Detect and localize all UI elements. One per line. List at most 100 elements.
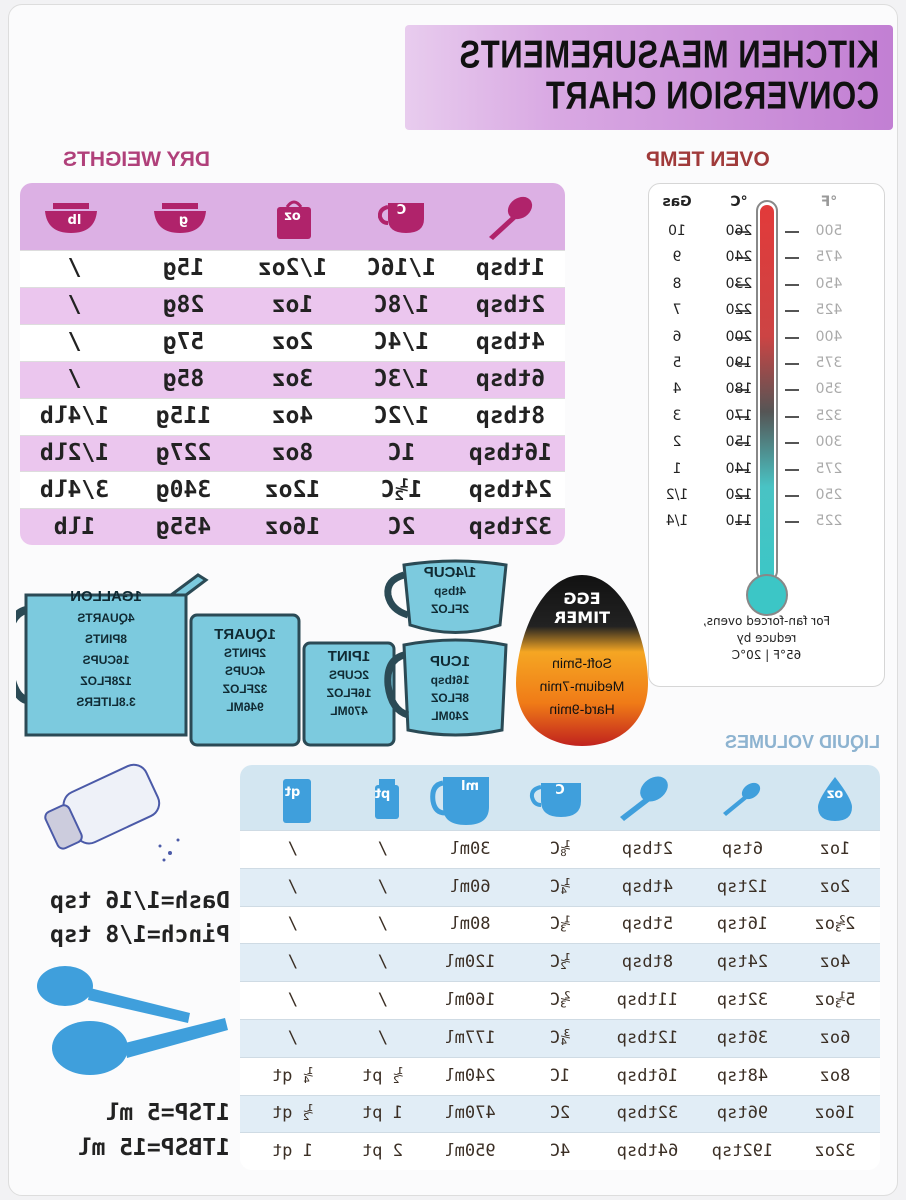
measure-text: 470ML — [330, 704, 368, 718]
table-cell: 115g — [155, 403, 212, 430]
table-cell: / — [377, 838, 388, 859]
unit-icon-shape — [379, 779, 396, 785]
temp-value: 190 — [725, 355, 753, 371]
temp-value: 2 — [672, 434, 682, 451]
egg-time: Hard-9min — [549, 701, 615, 717]
table-cell: 12oz — [264, 476, 321, 503]
unit-icon-shape — [443, 777, 489, 825]
temp-value: 8 — [672, 275, 682, 292]
measure-text: 4CUPS — [225, 664, 266, 678]
table-cell: 1/3C — [373, 366, 430, 393]
table-cell: 240ml — [444, 1065, 496, 1086]
egg-time: Soft-5min — [552, 655, 612, 671]
temp-value: 180 — [725, 381, 753, 398]
measure-text: 16tbsp — [430, 673, 470, 687]
measure-text: 3.8LITERS — [76, 695, 136, 709]
table-cell: 455g — [155, 513, 212, 540]
unit-icon-shape — [375, 779, 400, 819]
table-cell: ¼C — [549, 876, 571, 897]
table-cell: 1oz — [271, 292, 314, 319]
temp-value: 325 — [815, 407, 843, 424]
tick — [785, 415, 799, 418]
tick — [785, 231, 799, 233]
egg-timer — [516, 575, 648, 746]
table-cell: 36tsp — [716, 1027, 769, 1048]
measure-text: 1/4CUP — [423, 564, 477, 581]
table-cell: 1/16C — [366, 255, 437, 282]
thermometer-shape — [746, 574, 788, 616]
unit-icon — [342, 773, 408, 827]
measure-text: 128FLOZ — [80, 674, 132, 688]
temp-value: 1 — [672, 460, 682, 477]
table-cell: 160ml — [444, 990, 496, 1011]
unit-icon — [151, 197, 211, 241]
table-cell: 48tsp — [716, 1065, 769, 1086]
temp-value: 375 — [815, 355, 843, 371]
oven-note: For fan-forced ovens, — [702, 614, 831, 628]
measure-text: 16CUPS — [82, 653, 130, 667]
table-cell: ½C — [549, 952, 571, 973]
table-cell: 177ml — [444, 1027, 496, 1048]
thermometer-shape — [760, 205, 774, 581]
temp-value: 275 — [815, 460, 843, 477]
thermometer-shape — [746, 200, 788, 616]
table-cell: 12tbsp — [616, 1027, 679, 1048]
pinch-note: Pinch=1/8 tsp — [49, 922, 230, 948]
temp-value: 3 — [672, 407, 682, 424]
table-cell: 3/4lb — [39, 476, 110, 503]
unit-icon-shape — [818, 777, 852, 821]
table-cell: 1lb — [53, 513, 96, 540]
unit-icon-shape — [620, 776, 669, 821]
measure-text: 8PINTS — [85, 632, 128, 646]
dash-note: Dash=1/16 tsp — [49, 888, 230, 914]
unit-icon-label: C — [396, 203, 407, 218]
table-cell: 1oz — [819, 838, 851, 859]
table-cell: 32tbsp — [468, 513, 553, 540]
oven-note: reduce by — [736, 631, 797, 645]
temp-value: 350 — [815, 381, 843, 398]
table-cell: 32tsp — [716, 990, 769, 1011]
table-cell: 30ml — [449, 838, 491, 859]
unit-icon-shape — [430, 777, 489, 825]
temp-value: 450 — [815, 275, 843, 292]
egg-title: EGG — [563, 589, 601, 608]
table-cell: 16tsp — [716, 914, 769, 935]
spoon-icon-shape — [507, 196, 533, 220]
measure-text: 946ML — [226, 700, 264, 714]
one-cup — [402, 638, 508, 737]
egg-timer-text: EGG TIMER Soft-5min Medium-7min Hard-9min — [514, 573, 650, 748]
table-cell: / — [67, 255, 82, 282]
temp-value: 120 — [725, 487, 753, 503]
table-cell: 16oz — [264, 513, 321, 540]
tick — [785, 257, 799, 260]
temp-value: 7 — [672, 302, 682, 319]
table-cell: 2oz — [819, 876, 851, 897]
gallon-handle — [16, 606, 28, 704]
unit-icon-shape — [378, 203, 425, 233]
table-cell: 8tbsp — [475, 403, 546, 430]
table-cell: 8oz — [819, 1065, 851, 1086]
measure-text: 2PINTS — [224, 646, 267, 660]
table-cell: 120ml — [444, 952, 496, 973]
table-cell: 2oz — [271, 329, 314, 356]
measure-text: 1GALLON — [70, 588, 142, 605]
unit-icon-label: g — [178, 213, 189, 228]
measure-text: 8FLOZ — [431, 691, 469, 705]
tsp-note: 1TSP=5 ml — [105, 1100, 230, 1126]
table-cell: 950ml — [444, 1141, 496, 1162]
table-cell: 16tbsp — [468, 439, 553, 466]
table-cell: / — [67, 292, 82, 319]
table-cell: 24tbsp — [468, 476, 553, 503]
unit-icon-shape — [286, 200, 303, 208]
pint-cup — [302, 641, 396, 747]
table-cell: ¾C — [549, 1027, 571, 1048]
table-cell: 6tbsp — [475, 366, 546, 393]
temp-value: 150 — [725, 434, 753, 451]
temp-value: 250 — [815, 487, 843, 503]
unit-icon-shape — [154, 203, 207, 233]
unit-icon-shape — [53, 203, 90, 209]
unit-icon — [702, 773, 768, 827]
table-cell: 85g — [162, 366, 205, 393]
table-cell: 1/2C — [373, 403, 430, 430]
measure-text: 1QUART — [214, 626, 276, 643]
